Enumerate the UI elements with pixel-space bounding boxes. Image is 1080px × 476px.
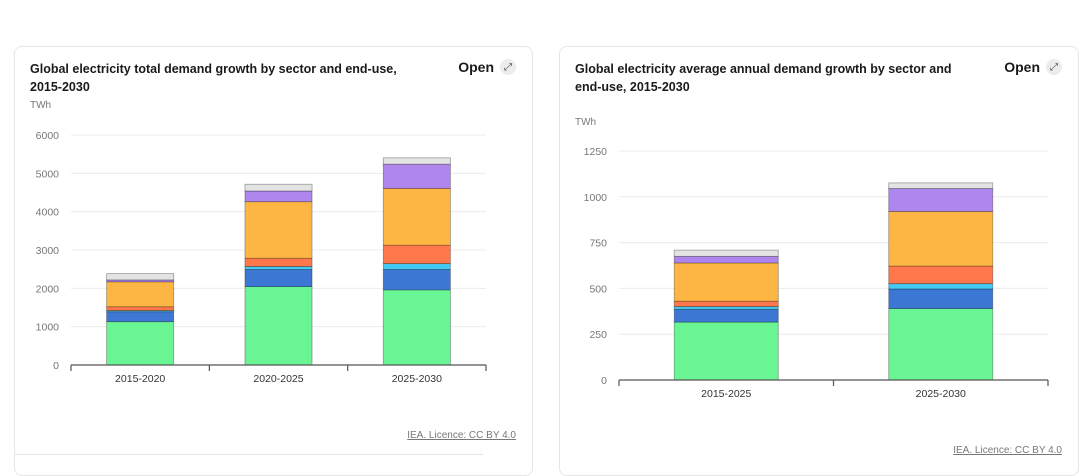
chart-card-annual-demand: Global electricity average annual demand… (559, 46, 1079, 476)
y-tick-label: 5000 (36, 168, 60, 180)
y-tick-label: 4000 (36, 207, 60, 219)
bar-segment (673, 249, 779, 257)
bar-segment (673, 300, 779, 307)
bar-segment (673, 262, 779, 302)
y-axis-unit: TWh (30, 100, 52, 111)
bar-segment (888, 211, 994, 267)
x-tick-label: 2025-2030 (392, 373, 442, 385)
x-tick-label: 2015-2025 (701, 388, 751, 400)
licence-link[interactable]: IEA. Licence: CC BY 4.0 (407, 430, 516, 441)
bar-segment (382, 263, 451, 270)
bar-segment (673, 255, 779, 264)
y-tick-label: 1250 (584, 146, 608, 158)
bar-segment (382, 163, 451, 189)
bar-segment (106, 306, 175, 311)
chart-card-total-demand: Global electricity total demand growth b… (14, 46, 533, 476)
bar-segment (888, 308, 994, 381)
bar-segment (888, 188, 994, 212)
bar-segment (673, 306, 779, 310)
open-button[interactable]: Open ⤢ (1004, 59, 1062, 75)
expand-arrow-icon: ⤢ (500, 59, 516, 75)
chart-title: Global electricity average annual demand… (575, 62, 952, 94)
expand-arrow-icon: ⤢ (1046, 59, 1062, 75)
divider (15, 454, 483, 455)
bar-segment (244, 266, 313, 270)
bar-segment (673, 308, 779, 323)
bar-segment (244, 183, 313, 192)
bar-segment (382, 244, 451, 265)
stacked-bar-chart: 0 250 500 750 1000 1250 2015-2025 2025-2030 (584, 146, 1049, 400)
y-tick-label: 0 (601, 375, 607, 387)
bar-segment (106, 321, 175, 366)
y-axis-unit: TWh (575, 117, 597, 128)
y-tick-label: 500 (589, 283, 607, 295)
y-tick-label: 2000 (36, 283, 60, 295)
open-label: Open (1004, 59, 1040, 75)
licence-link[interactable]: IEA. Licence: CC BY 4.0 (953, 445, 1062, 456)
open-button[interactable]: Open ⤢ (458, 59, 516, 75)
y-tick-label: 750 (589, 238, 607, 250)
bar-segment (382, 157, 451, 165)
x-tick-label: 2025-2030 (916, 388, 966, 400)
stacked-bar-chart: 0 1000 2000 3000 4000 5000 6000 2015-2020 2020-2… (36, 130, 487, 385)
bar-segment (888, 182, 994, 189)
bar-segment (673, 321, 779, 381)
bar-segment (106, 273, 175, 281)
bar-segment (382, 188, 451, 246)
bar-segment (244, 269, 313, 288)
y-tick-label: 6000 (36, 130, 60, 142)
bar-segment (106, 311, 175, 323)
chart-title: Global electricity total demand growth b… (30, 62, 397, 94)
x-tick-label: 2015-2020 (115, 373, 165, 385)
bar-segment (244, 257, 313, 267)
bar-segment (244, 201, 313, 259)
bar-segment (244, 190, 313, 203)
bar-segment (888, 265, 994, 285)
y-tick-label: 250 (589, 329, 607, 341)
y-tick-label: 0 (53, 360, 59, 372)
bar-segment (244, 286, 313, 366)
bar-segment (888, 283, 994, 290)
y-tick-label: 1000 (584, 192, 608, 204)
bar-segment (888, 288, 994, 309)
open-label: Open (458, 59, 494, 75)
bar-segment (106, 281, 175, 308)
bar-segment (382, 269, 451, 291)
y-tick-label: 3000 (36, 245, 60, 257)
x-tick-label: 2020-2025 (253, 373, 303, 385)
bar-segment (382, 289, 451, 366)
y-tick-label: 1000 (36, 322, 60, 334)
